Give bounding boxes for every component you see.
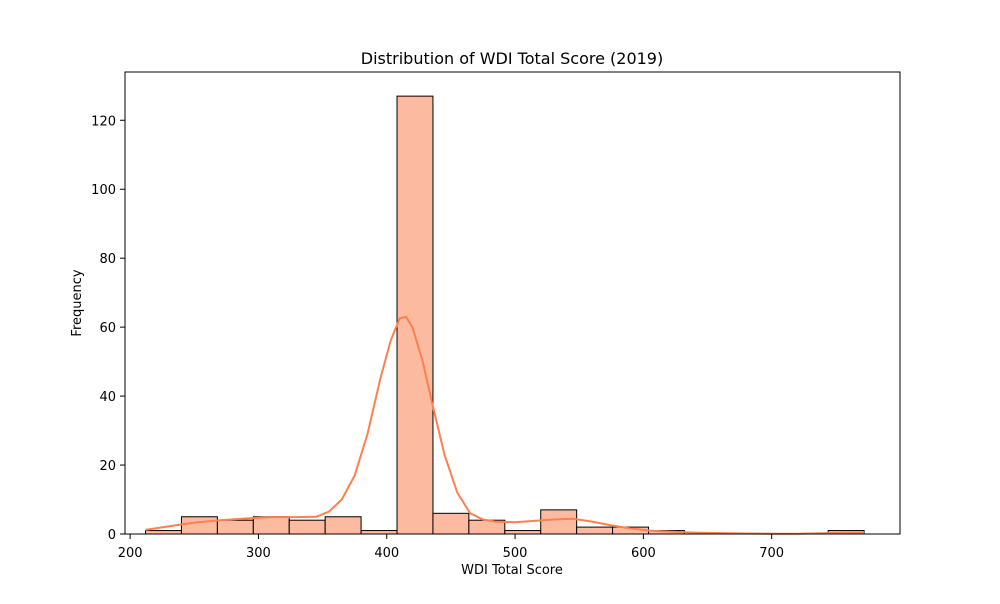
y-axis-label: Frequency [70,269,85,336]
histogram-bar [288,519,326,535]
histogram-bar [360,530,398,535]
y-tick-label: 100 [91,183,116,198]
chart-title: Distribution of WDI Total Score (2019) [361,49,663,68]
histogram-bar [324,516,362,535]
plot-frame [124,71,901,535]
histogram-bar [504,530,542,535]
histogram-bar [252,516,290,535]
x-tick-label: 500 [503,546,528,561]
y-tick-label: 20 [99,459,116,474]
histogram-bar [216,519,254,535]
histogram-bar [145,530,182,535]
histogram-bar [576,526,614,535]
bars-layer [145,95,865,535]
y-tick-label: 60 [99,321,116,336]
y-tick-label: 40 [99,390,116,405]
x-axis: 200 300 400 500 600 700 [118,534,784,561]
x-tick-label: 700 [759,546,784,561]
y-axis: 0 20 40 60 80 100 120 [91,114,125,543]
kde-line [145,315,865,535]
histogram-bar [432,512,470,535]
y-tick-label: 80 [99,252,116,267]
y-tick-label: 0 [108,528,116,543]
x-tick-label: 200 [118,546,143,561]
histogram-bar [396,95,434,535]
histogram-bar [540,509,578,535]
x-axis-label: WDI Total Score [461,563,563,578]
kde-layer [145,315,865,535]
x-tick-label: 400 [374,546,399,561]
x-tick-label: 300 [246,546,271,561]
y-tick-label: 120 [91,114,116,129]
histogram-bar [180,516,218,535]
x-tick-label: 600 [631,546,656,561]
